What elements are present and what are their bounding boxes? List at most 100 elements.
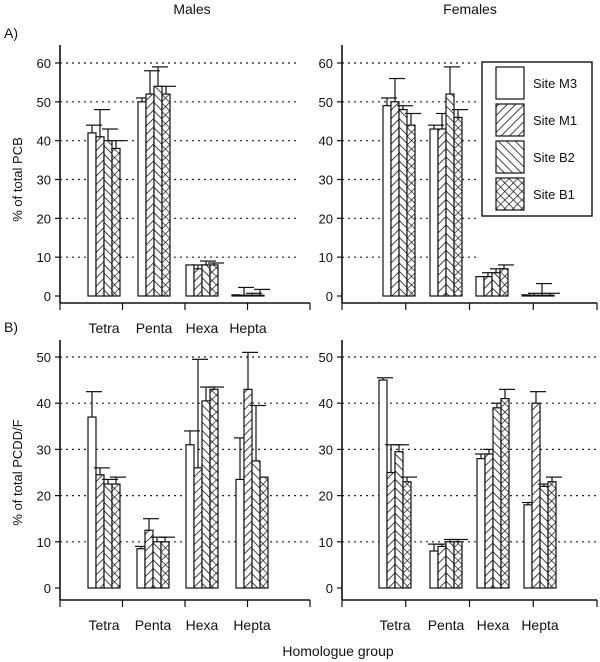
y-tick-label: 50 [319, 95, 333, 110]
y-tick-label: 0 [326, 581, 333, 596]
chart-area: 0 10 20 30 40 50 60 % of total PCB Tetra Penta Hex… [10, 45, 598, 633]
y-tick-label: 30 [319, 173, 333, 188]
y-tick-label: 40 [319, 396, 333, 411]
y-tick-label: 10 [37, 535, 51, 550]
bar-site-m1 [483, 275, 493, 297]
y-tick-label: 50 [319, 350, 333, 365]
category-label: Penta [135, 617, 172, 633]
bar-site-m1 [529, 294, 539, 297]
legend-swatch-m3 [495, 66, 525, 100]
category-label: Penta [428, 617, 465, 633]
y-tick-label: 40 [37, 396, 51, 411]
bar-site-b1 [255, 294, 265, 297]
bar-site-m3 [235, 478, 245, 589]
bar-site-m1 [386, 471, 396, 589]
category-label: Penta [136, 320, 173, 336]
y-tick-label: 10 [319, 535, 333, 550]
bar-site-b1 [453, 116, 463, 297]
legend-label-b1: Site B1 [533, 187, 575, 202]
y-tick-label: 30 [37, 442, 51, 457]
bar-site-m3 [382, 105, 392, 297]
bar-site-b2 [251, 460, 261, 589]
y-tick-label: 50 [37, 350, 51, 365]
bar-site-b1 [406, 124, 416, 297]
chart-panel-a-males: 0 10 20 30 40 50 60 % of total PCB Tetra Penta Hex… [10, 45, 311, 336]
y-tick-label: 20 [37, 489, 51, 504]
bar-site-m3 [475, 275, 485, 297]
bar-site-b1 [259, 476, 269, 589]
y-tick-label: 50 [37, 95, 51, 110]
legend: Site M3 Site M1 Site B2 Site B1 [481, 61, 593, 217]
bar-site-b1 [111, 147, 121, 297]
bar-site-m1 [437, 128, 447, 297]
bar-site-m1 [239, 294, 249, 297]
bar-site-m1 [193, 467, 203, 589]
bar-site-b1 [545, 294, 555, 297]
bar-site-m3 [231, 294, 241, 297]
category-label: Hepta [229, 320, 267, 336]
chart-panel-a-females: 0 10 20 30 40 50 60 [319, 45, 598, 310]
y-tick-label: 20 [319, 211, 333, 226]
chart-panel-b-males: 0 10 20 30 40 50 % of total PCDD/F Tetra Penta He… [10, 340, 311, 633]
category-label: Tetra [379, 617, 410, 633]
bar-site-b2 [201, 400, 211, 589]
bar-site-b1 [453, 541, 463, 589]
y-tick-label: 30 [319, 442, 333, 457]
y-axis-title: % of total PCB [10, 137, 25, 222]
bar-site-b1 [547, 481, 557, 589]
bar-site-m3 [185, 264, 195, 297]
bar-site-m1 [145, 93, 155, 297]
y-tick-label: 0 [326, 289, 333, 304]
bar-site-m1 [144, 529, 154, 589]
bar-site-m3 [185, 444, 195, 589]
bar-site-m3 [136, 548, 146, 589]
bar-site-b2 [103, 140, 113, 297]
panel-label-a: A) [4, 25, 18, 41]
bar-site-b1 [500, 397, 510, 589]
bar-site-b2 [398, 108, 408, 297]
y-tick-label: 10 [319, 250, 333, 265]
y-tick-label: 20 [37, 211, 51, 226]
bar-site-m1 [484, 453, 494, 589]
bar-site-b1 [111, 483, 121, 589]
category-label: Hexa [477, 617, 510, 633]
y-tick-label: 60 [319, 56, 333, 71]
bar-site-b2 [201, 264, 211, 297]
y-tick-label: 20 [319, 489, 333, 504]
bar-site-b1 [402, 481, 412, 589]
category-label: Hepta [521, 617, 559, 633]
y-tick-label: 40 [319, 134, 333, 149]
legend-label-m1: Site M1 [533, 113, 577, 128]
bar-site-b2 [539, 485, 549, 589]
bar-site-b2 [537, 294, 547, 297]
bar-site-m3 [429, 550, 439, 589]
chart-panel-b-females: 0 10 20 30 40 50 Tetra Penta Hexa Hepta [319, 340, 598, 633]
panel-label-b: B) [4, 319, 18, 335]
y-tick-label: 30 [37, 173, 51, 188]
bar-site-b2 [394, 451, 404, 589]
y-tick-label: 0 [44, 581, 51, 596]
title-males: Males [173, 1, 210, 17]
bar-site-m1 [95, 136, 105, 297]
y-tick-label: 60 [37, 56, 51, 71]
legend-label-b2: Site B2 [533, 150, 575, 165]
category-label: Tetra [88, 320, 119, 336]
bar-site-m1 [95, 474, 105, 589]
bar-site-b1 [499, 268, 509, 297]
bar-site-m3 [137, 101, 147, 297]
y-tick-label: 40 [37, 134, 51, 149]
y-tick-label: 0 [44, 289, 51, 304]
x-axis-title: Homologue group [282, 643, 394, 659]
bar-site-m1 [243, 388, 253, 589]
legend-swatch-m1 [495, 103, 525, 137]
bar-site-m3 [378, 379, 388, 589]
bar-site-b2 [247, 294, 257, 297]
bar-site-b1 [161, 93, 171, 297]
bar-site-m1 [390, 101, 400, 297]
bar-site-m3 [87, 416, 97, 589]
y-tick-label: 10 [37, 250, 51, 265]
bar-site-b2 [445, 541, 455, 589]
legend-swatch-b2 [495, 140, 525, 174]
bar-site-b1 [209, 388, 219, 589]
